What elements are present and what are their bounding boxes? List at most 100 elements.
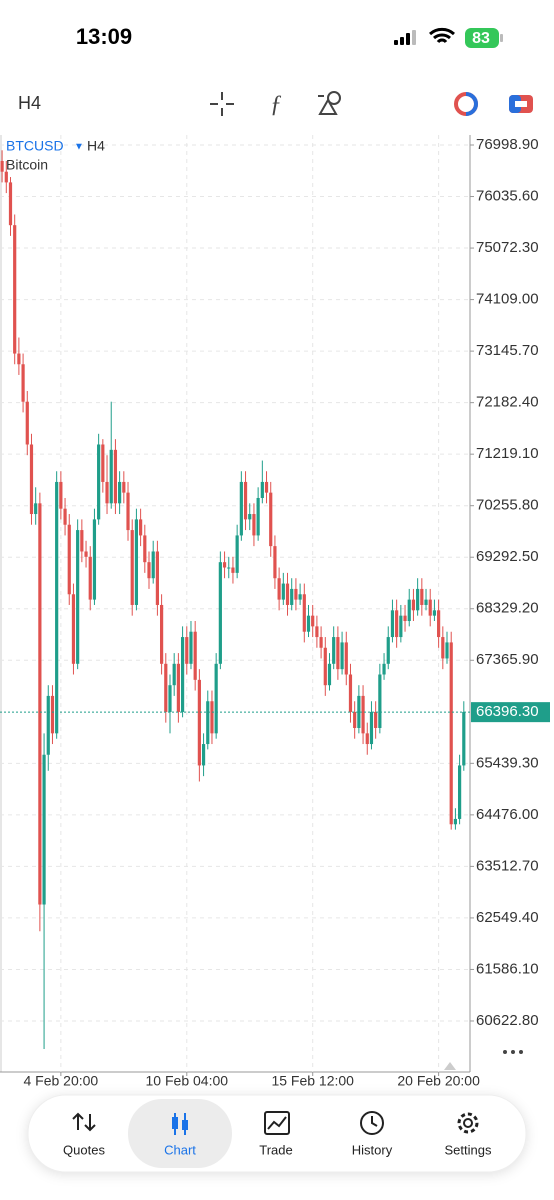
y-tick-label: 76998.90: [476, 136, 539, 153]
nav-icon: [264, 1111, 290, 1135]
candle-body: [122, 481, 126, 493]
y-tick-label: 61586.10: [476, 960, 539, 977]
candle-body: [134, 519, 139, 605]
candle-body: [0, 160, 4, 172]
candle-body: [59, 481, 63, 509]
candle-body: [34, 503, 38, 515]
candle-body: [185, 637, 189, 664]
candle-body: [369, 711, 374, 745]
candle-body: [344, 642, 348, 675]
objects-button[interactable]: [318, 91, 341, 115]
x-tick-label: 4 Feb 20:00: [23, 1073, 98, 1089]
candle-body: [118, 481, 122, 504]
candle-body: [390, 610, 395, 638]
candle-body: [357, 695, 361, 728]
candle-body: [80, 530, 84, 552]
nav-item[interactable]: Chart: [128, 1099, 232, 1168]
y-tick-label: 70255.80: [476, 497, 539, 514]
candle-body: [155, 551, 159, 605]
x-tick-label: 20 Feb 20:00: [397, 1073, 480, 1089]
candle-body: [126, 492, 130, 531]
candle-body: [340, 642, 344, 670]
candle-body: [63, 508, 67, 525]
chart-timeframe: H4: [87, 138, 105, 154]
symbol[interactable]: BTCUSD: [6, 138, 64, 154]
candle-body: [38, 503, 42, 905]
nav-label: Trade: [259, 1142, 292, 1157]
candle-body: [277, 578, 281, 600]
candle-body: [201, 744, 206, 766]
candle-body: [453, 818, 458, 825]
candle-body: [285, 583, 290, 605]
nav-item[interactable]: Quotes: [63, 1112, 105, 1157]
candle-body: [164, 663, 168, 712]
candle-body: [29, 444, 34, 515]
y-tick-label: 67365.90: [476, 651, 539, 668]
one-click-button[interactable]: [454, 92, 478, 116]
nav-item[interactable]: Trade: [259, 1111, 293, 1157]
candle-body: [105, 481, 109, 504]
nav-item[interactable]: Settings: [445, 1112, 492, 1157]
candle-body: [315, 626, 319, 638]
crosshair-button[interactable]: [210, 92, 234, 116]
candle-body: [113, 449, 118, 504]
candle-body: [76, 530, 80, 664]
symbol-dropdown[interactable]: ▼: [74, 142, 84, 153]
candle-body: [395, 610, 399, 638]
candle-body: [432, 610, 437, 616]
candle-body: [399, 615, 403, 638]
candle-body: [353, 711, 357, 728]
candle-body: [441, 637, 445, 659]
candle-body: [306, 615, 311, 632]
y-tick-label: 72182.40: [476, 394, 539, 411]
candle-body: [206, 701, 210, 745]
y-tick-label: 75072.30: [476, 239, 539, 256]
candle-body: [348, 674, 353, 712]
y-tick-label: 74109.00: [476, 291, 539, 308]
candle-body: [420, 588, 424, 605]
indicators-button[interactable]: ƒ: [270, 92, 282, 118]
nav-item[interactable]: History: [352, 1111, 393, 1157]
candle-body: [449, 642, 453, 825]
candle-body: [180, 637, 185, 712]
wifi-icon: [429, 27, 455, 44]
candle-body: [437, 610, 441, 638]
current-price-box: [471, 702, 550, 723]
candle-body: [147, 562, 151, 579]
candle-body: [256, 497, 260, 536]
candle-body: [403, 615, 407, 622]
nav-icon: [72, 1112, 96, 1132]
scroll-marker[interactable]: [444, 1062, 456, 1070]
battery-tip: [500, 34, 503, 42]
candle-body: [336, 637, 340, 670]
timeframe-button[interactable]: H4: [18, 93, 41, 113]
candle-body: [168, 685, 172, 712]
candle-body: [361, 695, 365, 734]
more-button[interactable]: [503, 1050, 523, 1054]
nav-label: Chart: [164, 1142, 196, 1157]
candle-body: [227, 567, 231, 569]
candle-body: [298, 594, 302, 600]
candle-body: [42, 754, 46, 905]
candle-body: [260, 481, 264, 498]
candle-body: [294, 588, 298, 600]
candle-body: [235, 535, 239, 573]
candle-body: [176, 663, 180, 712]
candle-body: [239, 481, 243, 536]
candle-body: [445, 642, 449, 659]
candle-body: [252, 514, 256, 536]
candle-body: [172, 663, 176, 686]
candle-body: [281, 583, 285, 600]
candle-body: [193, 631, 197, 680]
candle-body: [21, 364, 25, 402]
candle-body: [319, 637, 323, 648]
candle-body: [374, 711, 378, 728]
candle-body: [458, 765, 462, 819]
candle-body: [411, 599, 416, 611]
candle-body: [210, 701, 214, 734]
candle-body: [13, 225, 17, 354]
nav-icon: [172, 1113, 188, 1135]
candle-body: [302, 594, 306, 632]
trade-button[interactable]: [509, 95, 533, 113]
